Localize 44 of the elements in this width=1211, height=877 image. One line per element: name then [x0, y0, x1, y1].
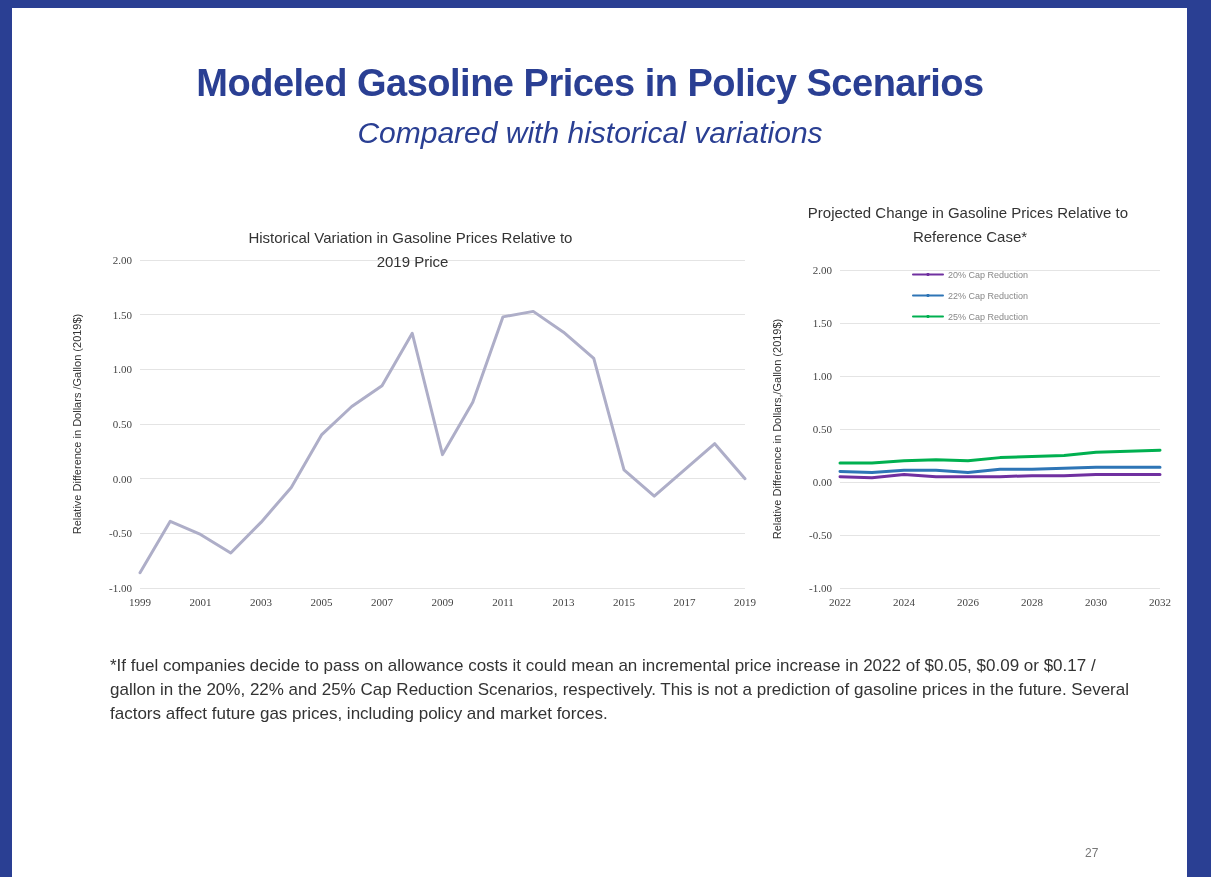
- text: 27: [1085, 846, 1099, 860]
- x-tick-label: 2030: [1085, 595, 1108, 608]
- y-axis-title: Relative Difference in Dollars,/Gallon (2019$): [770, 318, 783, 540]
- y-tick-label: 1.50: [112, 308, 133, 321]
- y-tick-label: -0.50: [109, 527, 133, 540]
- y-tick-label: 0.00: [112, 472, 133, 485]
- text: Compared with historical variations: [356, 116, 824, 150]
- y-tick-label: 2.00: [812, 264, 833, 276]
- y-tick-label: -1.00: [809, 582, 833, 594]
- x-tick-label: 2026: [957, 595, 980, 608]
- y-tick-label: 0.50: [112, 418, 133, 430]
- x-tick-label: 2019: [734, 595, 757, 608]
- y-tick-label: 2.00: [112, 254, 133, 266]
- line-series: [138, 309, 747, 575]
- x-tick-label: 2009: [431, 595, 454, 608]
- x-tick-label: 2013: [552, 595, 575, 608]
- x-tick-label: 2032: [1149, 595, 1171, 608]
- x-tick-label: 2022: [829, 595, 851, 608]
- y-axis-title: Relative Difference in Dollars /Gallon (2019$): [70, 313, 83, 535]
- x-tick-label: 2017: [673, 595, 696, 608]
- x-tick-label: 2001: [189, 595, 212, 608]
- text: Modeled Gasoline Prices in Policy Scenarios: [195, 62, 985, 105]
- chart-title: Projected Change in Gasoline Prices Relative to Reference Case*: [807, 203, 1133, 245]
- x-tick-label: 2028: [1021, 595, 1044, 608]
- x-tick-label: 2007: [371, 595, 394, 608]
- text: *If fuel companies decide to pass on allowance costs it could mean an incremental price increase in 2022 of $0.05, $0.09 or $0.17 / gallon in the 20%, 22% and 25% Cap Reduction Scenarios, respectively. This is not a prediction of gasoline prices in the future. Several factors affect future gas prices, including policy and market forces.: [110, 655, 1130, 725]
- legend-label: 20% Cap Reduction: [947, 269, 1029, 280]
- y-tick-label: -1.00: [109, 582, 133, 594]
- x-tick-label: 2003: [250, 595, 273, 608]
- y-tick-label: 1.00: [112, 363, 133, 376]
- x-tick-label: 2005: [310, 595, 333, 608]
- x-tick-label: 2015: [613, 595, 636, 608]
- y-tick-label: 0.00: [812, 476, 833, 488]
- y-tick-label: 1.50: [812, 317, 833, 329]
- y-tick-label: -0.50: [809, 529, 833, 541]
- x-tick-label: 2024: [893, 595, 916, 608]
- legend-label: 22% Cap Reduction: [947, 290, 1029, 301]
- x-tick-label: 1999: [129, 595, 152, 608]
- x-tick-label: 2011: [492, 595, 514, 608]
- legend-label: 25% Cap Reduction: [947, 311, 1029, 322]
- line-series: [838, 448, 1162, 465]
- y-tick-label: 0.50: [812, 423, 833, 435]
- y-tick-label: 1.00: [812, 370, 833, 382]
- chart-title: Historical Variation in Gasoline Prices Relative to 2019 Price: [248, 228, 577, 270]
